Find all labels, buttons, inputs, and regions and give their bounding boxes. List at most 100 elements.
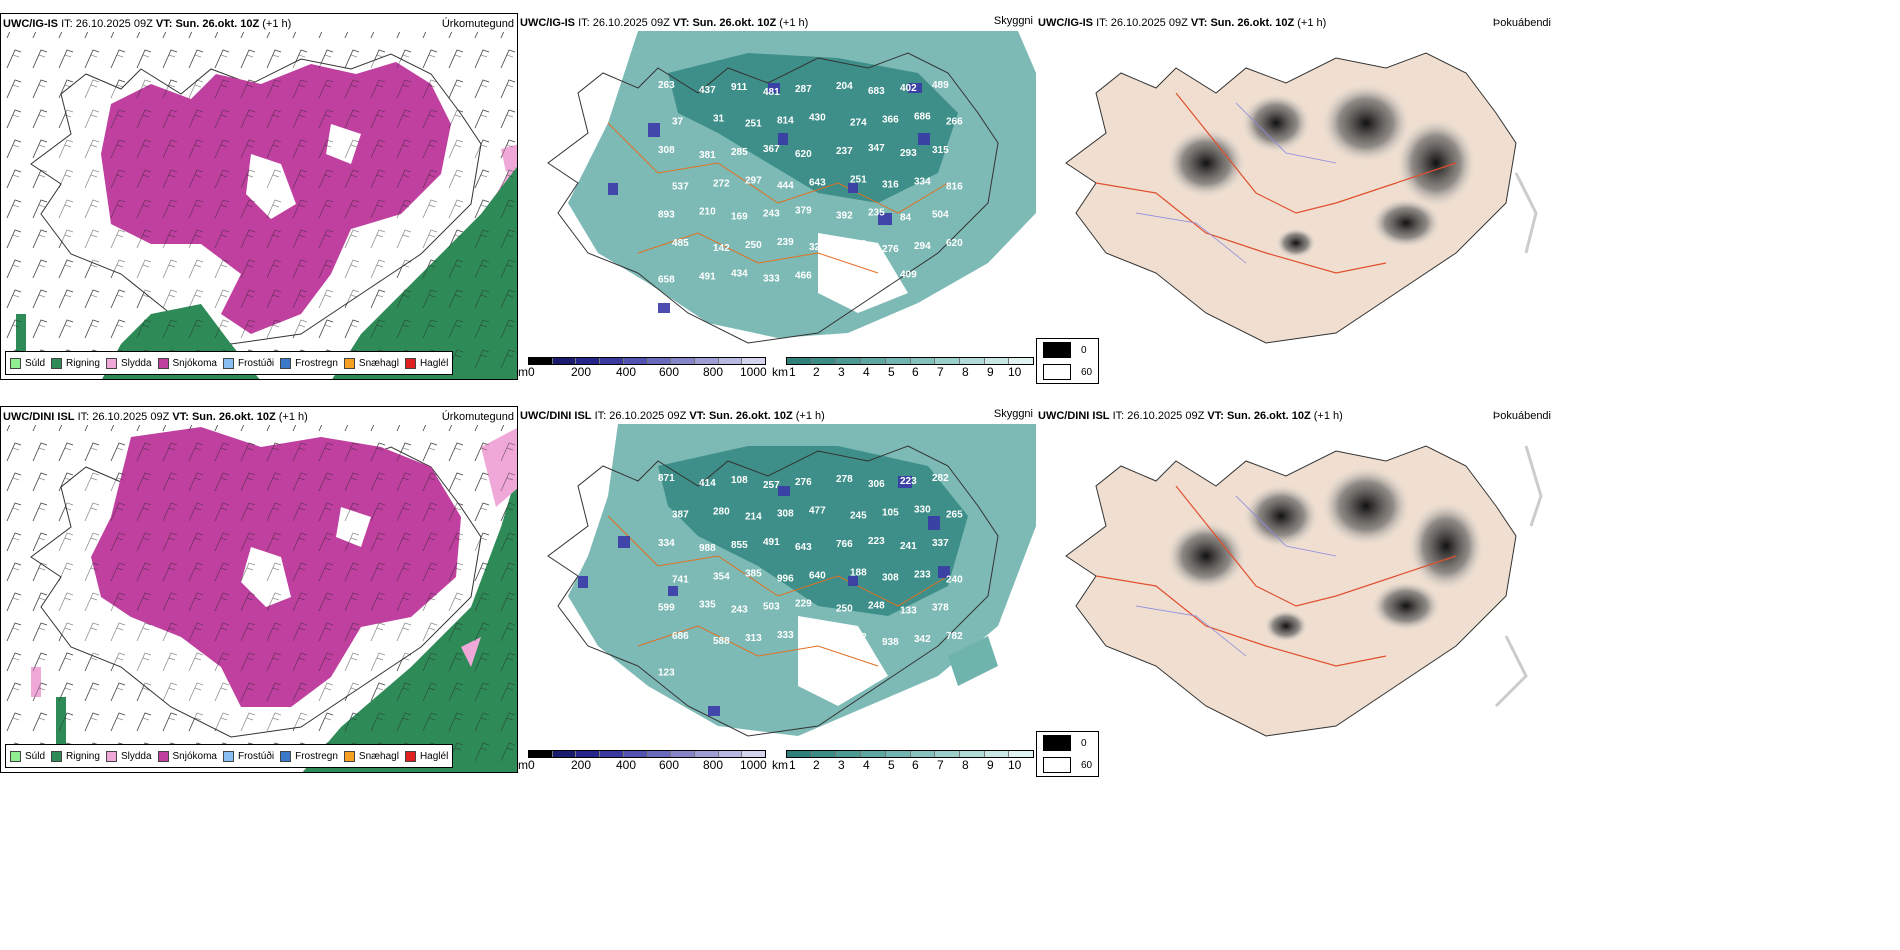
legend-label: Haglél — [419, 357, 449, 369]
legend-label: Frostúði — [237, 357, 275, 369]
legend-item: Slydda — [105, 357, 152, 369]
legend-item: Snjókoma — [157, 750, 217, 762]
cloud-base-value: 235 — [868, 208, 885, 219]
cloud-base-value: 223 — [900, 476, 917, 487]
cloud-base-value: 893 — [658, 210, 675, 221]
cloud-base-value: 400 — [868, 273, 885, 284]
panel-title: UWC/IG-IS IT: 26.10.2025 09Z VT: Sun. 26… — [520, 17, 809, 29]
cloud-base-value: 243 — [731, 605, 748, 616]
legend-label: Frostregn — [295, 750, 338, 762]
visibility-tick: 3 — [838, 758, 845, 772]
fog-value: 60 — [1081, 759, 1093, 771]
cloudbase-colorbar — [528, 750, 766, 758]
cloud-base-value: 248 — [868, 601, 885, 612]
cloud-base-value: 142 — [713, 243, 730, 254]
cloudbase-tick: 800 — [703, 758, 724, 772]
fog-swatch — [1043, 757, 1071, 773]
panel-title: UWC/DINI ISL IT: 26.10.2025 09Z VT: Sun.… — [3, 411, 308, 423]
panel-type-label: Úrkomutegund — [441, 18, 514, 30]
cloud-base-value: 503 — [763, 602, 780, 613]
panel-type-label: Skyggni — [993, 15, 1033, 27]
cloud-base-value: 229 — [795, 599, 812, 610]
cloud-base-value: 257 — [763, 480, 780, 491]
cloud-base-value: 588 — [713, 636, 730, 647]
cloud-base-value: 414 — [699, 478, 716, 489]
cloud-panel-row2: UWC/DINI ISL IT: 26.10.2025 09Z VT: Sun.… — [518, 406, 1036, 773]
visibility-tick: 2 — [813, 758, 820, 772]
cloud-base-value: 123 — [658, 668, 675, 679]
cloud-base-value: 379 — [795, 206, 812, 217]
panel-type-label: Úrkomutegund — [441, 411, 514, 423]
legend-swatch — [404, 750, 416, 762]
cloud-base-value: 741 — [672, 574, 689, 585]
fog-value: 0 — [1081, 344, 1087, 356]
legend-label: Snæhagl — [358, 750, 399, 762]
cloudbase-tick: 400 — [616, 758, 637, 772]
cloud-base-value: 911 — [731, 82, 748, 93]
visibility-colorbar — [786, 357, 1034, 365]
cloud-base-value: 148 — [836, 276, 853, 287]
visibility-tick: 8 — [962, 758, 969, 772]
legend-item: Rigning — [51, 750, 100, 762]
legend-item: Snjókoma — [157, 357, 217, 369]
legend-swatch — [10, 750, 21, 762]
legend-swatch — [105, 357, 117, 369]
legend-swatch — [280, 750, 292, 762]
cloud-map: 871 414 108 257 276 278 306 223 282 387 280 214 308 4… — [547, 424, 1036, 737]
legend-label: Rigning — [66, 750, 100, 762]
legend-item: Frostregn — [280, 750, 338, 762]
visibility-tick: 4 — [863, 365, 870, 379]
cloud-base-value: 210 — [699, 207, 716, 218]
fog-map — [1065, 445, 1543, 737]
cloud-base-value: 243 — [763, 209, 780, 220]
cloud-base-value: 816 — [946, 181, 963, 192]
cloud-base-value: 938 — [882, 637, 899, 648]
legend-swatch — [343, 357, 355, 369]
legend-label: Frostregn — [295, 357, 338, 369]
legend-swatch — [10, 357, 21, 369]
cloudbase-tick: 200 — [571, 758, 592, 772]
cloud-map: 263 437 911 481 287 204 683 402 489 37 31 251 814 430… — [547, 31, 1036, 344]
cloud-base-value: 996 — [777, 573, 794, 584]
visibility-tick: 5 — [888, 758, 895, 772]
cloudbase-tick: 800 — [703, 365, 724, 379]
cloud-base-value: 489 — [932, 80, 949, 91]
cloud-base-value: 466 — [795, 271, 812, 282]
visibility-tick: 6 — [912, 758, 919, 772]
cloud-base-value: 263 — [658, 80, 675, 91]
cloud-base-value: 105 — [882, 507, 899, 518]
cloud-base-value: 133 — [900, 606, 917, 617]
cloudbase-tick: 200 — [571, 365, 592, 379]
visibility-tick: 7 — [937, 758, 944, 772]
legend-swatch — [105, 750, 117, 762]
cloudbase-tick: 1000 — [740, 758, 767, 772]
panel-type-label: Þokuábendi — [1492, 17, 1551, 29]
cloud-base-value: 108 — [731, 475, 748, 486]
cloudbase-tick: 400 — [616, 365, 637, 379]
cloud-base-value: 37 — [672, 116, 684, 127]
legend-label: Súld — [25, 750, 46, 762]
cloudbase-tick: 600 — [659, 365, 680, 379]
cloud-base-value: 599 — [658, 603, 675, 614]
cloud-base-value: 250 — [836, 604, 853, 615]
legend-item: Súld — [10, 750, 46, 762]
cloud-base-value: 366 — [882, 114, 899, 125]
cloud-base-value: 308 — [882, 572, 899, 583]
cloudbase-tick: 600 — [659, 758, 680, 772]
cloud-base-value: 658 — [658, 275, 675, 286]
visibility-tick: 9 — [987, 758, 994, 772]
cloud-base-value: 282 — [932, 473, 949, 484]
legend-label: Snjókoma — [172, 357, 217, 369]
cloudbase-tick: 0 — [528, 365, 535, 379]
legend-label: Haglél — [419, 750, 449, 762]
cloud-base-value: 241 — [900, 541, 917, 552]
panel-title: UWC/DINI ISL IT: 26.10.2025 09Z VT: Sun.… — [1038, 410, 1343, 422]
legend-item: Súld — [10, 357, 45, 369]
cloud-base-value: 385 — [745, 568, 762, 579]
cloud-base-value: 378 — [932, 603, 949, 614]
cloud-base-value: 308 — [777, 508, 794, 519]
cloud-base-value: 504 — [932, 210, 949, 221]
cloud-base-value: 640 — [809, 570, 826, 581]
legend-item: Snæhagl — [343, 750, 399, 762]
visibility-tick: 7 — [937, 365, 944, 379]
